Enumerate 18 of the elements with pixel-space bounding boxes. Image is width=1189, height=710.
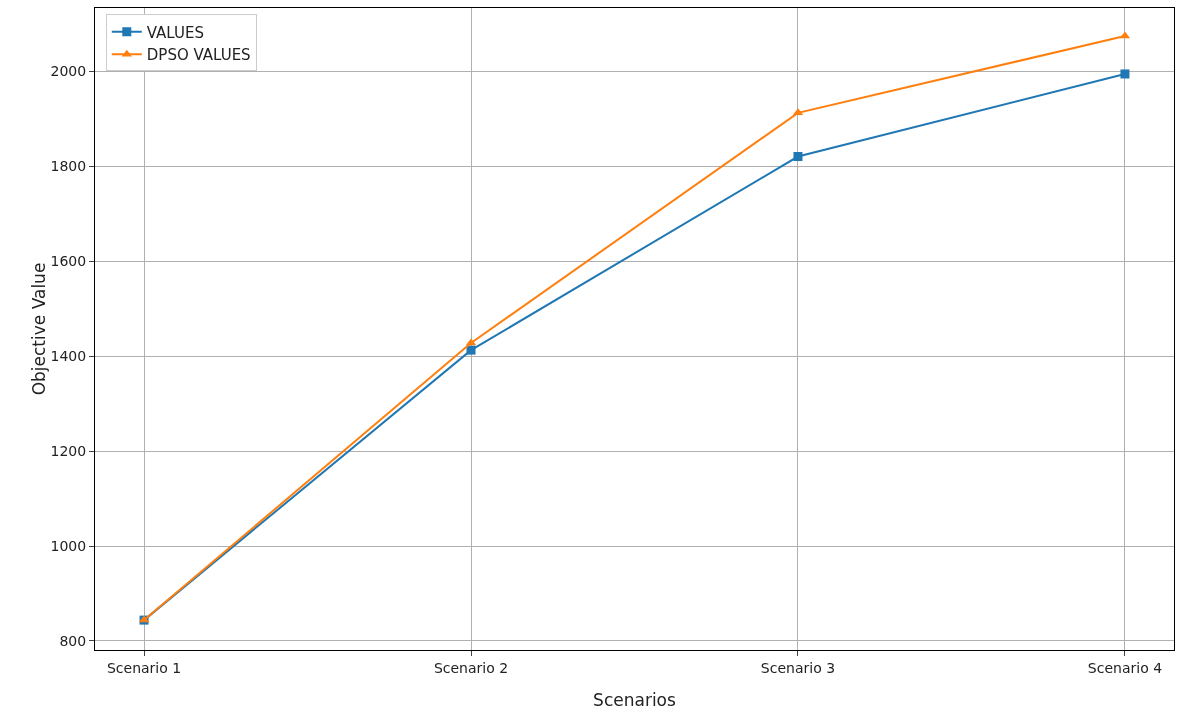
x-axis-title: Scenarios xyxy=(593,690,677,710)
legend-label: DPSO VALUES xyxy=(146,46,251,65)
y-tick-label: 1400 xyxy=(50,348,87,365)
x-tick-label: Scenario 4 xyxy=(1087,659,1163,676)
point xyxy=(1120,69,1130,79)
y-tick-label: 800 xyxy=(59,632,87,649)
y-tick-label: 2000 xyxy=(50,63,87,80)
legend-label: VALUES xyxy=(146,23,204,42)
y-tick-label: 1200 xyxy=(50,443,87,460)
x-tick-label: Scenario 2 xyxy=(433,659,509,676)
x-tick-label: Scenario 3 xyxy=(760,659,836,676)
y-tick-label: 1000 xyxy=(50,537,87,554)
point xyxy=(793,152,803,162)
point xyxy=(466,345,476,355)
y-tick-label: 1600 xyxy=(50,253,87,270)
x-tick-label: Scenario 1 xyxy=(106,659,182,676)
y-tick-label: 1800 xyxy=(50,158,87,175)
y-axis-title: Objective Value xyxy=(28,262,49,396)
